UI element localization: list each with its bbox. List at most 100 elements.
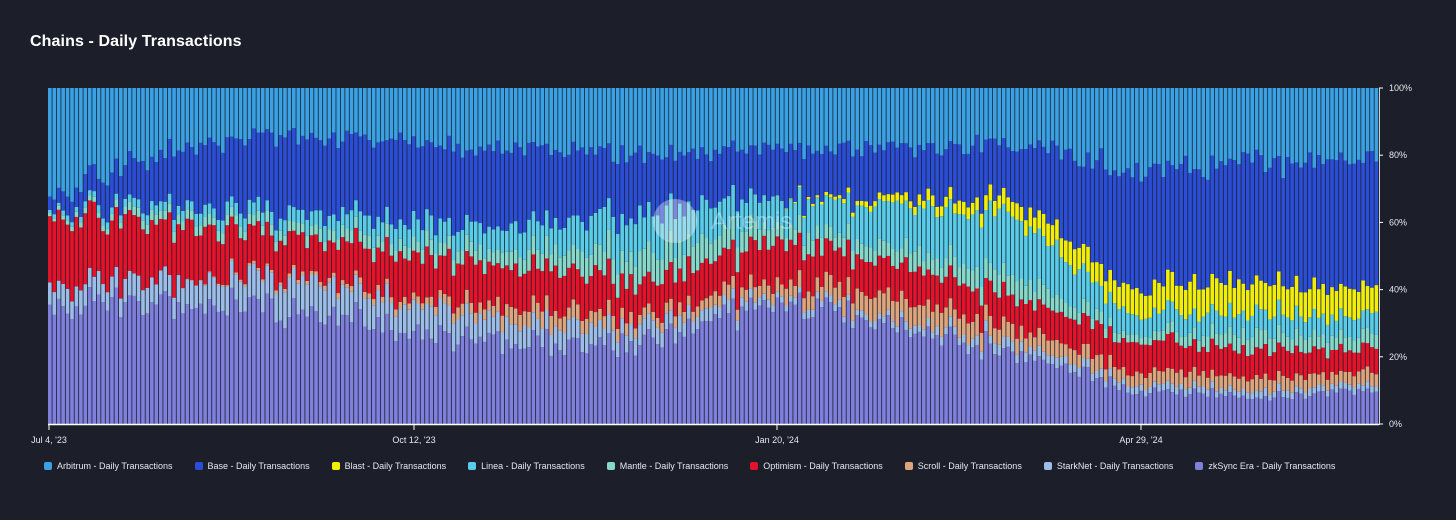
bar-segment (79, 314, 83, 424)
bar-segment (815, 195, 820, 198)
bar-segment (212, 142, 216, 209)
bar-segment (340, 206, 345, 225)
bar-segment (593, 312, 598, 327)
bar-segment (1294, 392, 1299, 424)
bar-segment (354, 88, 358, 133)
bar-segment (500, 230, 505, 253)
bar-segment (859, 259, 864, 292)
bar-segment (132, 158, 136, 198)
bar-segment (56, 205, 61, 210)
bar-segment (305, 280, 309, 285)
bar-segment (642, 88, 647, 163)
bar-segment (1347, 371, 1352, 385)
bar-segment (442, 303, 447, 332)
legend-item[interactable]: StarkNet - Daily Transactions (1043, 461, 1173, 471)
bar-segment (740, 231, 744, 253)
bar-segment (957, 345, 962, 424)
bar-segment (948, 265, 953, 299)
bar-segment (984, 304, 988, 321)
bar-segment (944, 276, 948, 308)
bar-segment (873, 265, 877, 298)
bar-segment (407, 260, 412, 304)
bar-segment (882, 316, 886, 324)
bar-segment (185, 304, 190, 424)
legend-item[interactable]: Scroll - Daily Transactions (904, 461, 1022, 471)
bar-segment (1272, 397, 1277, 424)
bar-segment (425, 88, 429, 141)
bar-segment (292, 267, 296, 298)
bar-segment (731, 184, 735, 217)
bar-segment (944, 207, 948, 259)
bar-segment (673, 343, 678, 424)
bar-segment (811, 240, 815, 257)
bar-segment (123, 198, 128, 207)
bar-segment (367, 235, 372, 249)
bar-segment (376, 216, 380, 236)
bar-segment (713, 304, 718, 315)
bar-segment (1139, 181, 1144, 294)
bar-segment (624, 88, 629, 163)
bar-segment (1316, 374, 1321, 385)
bar-segment (922, 88, 926, 151)
legend-item[interactable]: Optimism - Daily Transactions (750, 461, 883, 471)
bar-segment (638, 251, 642, 285)
legend-item[interactable]: Arbitrum - Daily Transactions (44, 461, 173, 471)
bar-segment (496, 88, 500, 141)
bar-segment (1325, 358, 1330, 380)
bar-segment (1090, 329, 1095, 359)
bar-segment (478, 146, 482, 224)
bar-segment (1064, 88, 1068, 150)
bar-segment (509, 306, 514, 325)
bar-segment (416, 296, 420, 304)
bar-segment (451, 275, 456, 314)
bar-segment (309, 88, 314, 133)
bar-segment (380, 332, 385, 424)
bar-segment (447, 135, 451, 218)
bar-segment (633, 224, 638, 267)
legend-item[interactable]: Blast - Daily Transactions (331, 461, 446, 471)
bar-segment (1214, 345, 1219, 377)
bar-segment (1223, 165, 1228, 286)
bar-segment (229, 216, 234, 259)
legend-item[interactable]: zkSync Era - Daily Transactions (1195, 461, 1335, 471)
bar-segment (1330, 371, 1334, 384)
bar-segment (163, 201, 167, 211)
legend-item[interactable]: Mantle - Daily Transactions (606, 461, 728, 471)
bar-segment (629, 88, 633, 156)
bar-segment (766, 144, 771, 201)
bar-segment (65, 196, 70, 216)
bar-segment (1046, 355, 1050, 364)
bar-segment (1006, 295, 1010, 322)
bar-segment (567, 307, 571, 320)
x-tick-label: Oct 12, '23 (392, 435, 435, 445)
bar-segment (651, 281, 656, 312)
bar-segment (753, 88, 758, 146)
bar-segment (429, 255, 434, 297)
bar-segment (1077, 166, 1081, 248)
bar-segment (429, 338, 434, 424)
bar-segment (300, 232, 305, 272)
bar-segment (398, 251, 403, 302)
bar-segment (265, 210, 270, 222)
bar-segment (1339, 388, 1343, 424)
bar-segment (731, 288, 735, 299)
bar-segment (1086, 271, 1090, 302)
bar-segment (256, 132, 261, 197)
bar-segment (993, 88, 997, 139)
bar-segment (562, 255, 567, 276)
bar-segment (1130, 342, 1135, 377)
bar-segment (1223, 396, 1228, 424)
bar-segment (123, 278, 128, 303)
bar-segment (686, 88, 691, 153)
bar-segment (243, 284, 247, 287)
bar-segment (1285, 390, 1290, 398)
bar-segment (895, 200, 900, 252)
legend-item[interactable]: Base - Daily Transactions (194, 461, 310, 471)
bar-segment (225, 285, 230, 287)
bar-segment (615, 329, 620, 343)
bar-segment (1139, 373, 1144, 385)
bar-segment (598, 308, 602, 320)
legend-item[interactable]: Linea - Daily Transactions (468, 461, 585, 471)
bar-segment (771, 305, 775, 313)
